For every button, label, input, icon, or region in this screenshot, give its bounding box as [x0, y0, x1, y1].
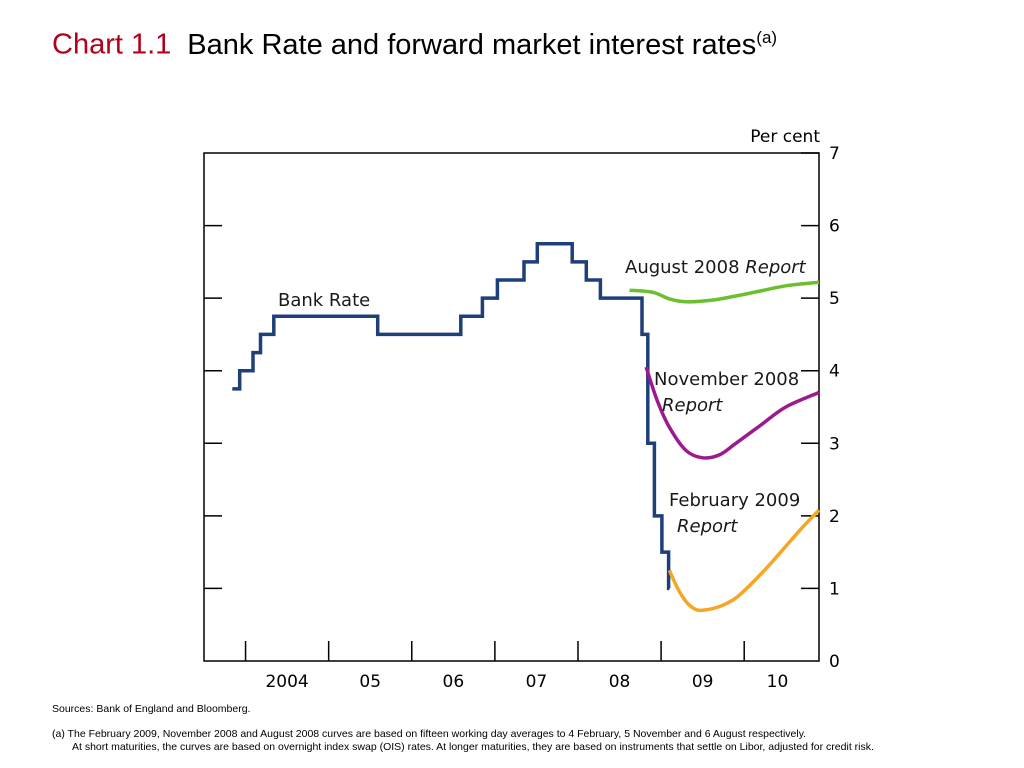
title-footnote-mark: (a): [756, 28, 778, 47]
x-tick-label: 09: [692, 672, 714, 692]
series-annotation-february-2009-report: Report: [677, 516, 738, 537]
series-annotation-november-2008-report: Report: [662, 395, 723, 416]
y-tick-label: 6: [829, 217, 840, 237]
chart-title: Chart 1.1 Bank Rate and forward market in…: [52, 28, 777, 62]
y-tick-label: 2: [829, 507, 840, 527]
y-axis-label: Per cent: [750, 127, 820, 147]
y-tick-label: 5: [829, 289, 840, 309]
series-line-february-2009-report: [667, 508, 821, 613]
x-tick-label: 06: [443, 672, 465, 692]
series-annotation-november-2008-report: November 2008: [654, 369, 799, 390]
footer-sources: Sources: Bank of England and Bloomberg.: [52, 703, 251, 715]
y-tick-label: 4: [829, 362, 840, 382]
x-tick-label: 2004: [265, 672, 308, 692]
x-tick-label: 05: [359, 672, 381, 692]
series-annotation-february-2009-report: February 2009: [669, 490, 800, 511]
series-annotation-august-2008-report: August 2008 Report: [625, 257, 807, 278]
plot-frame: [203, 152, 820, 662]
footer-note-line2: At short maturities, the curves are base…: [72, 741, 874, 753]
x-tick-label: 08: [609, 672, 631, 692]
series-line-bank-rate: [232, 241, 671, 591]
x-tick-label: 07: [526, 672, 548, 692]
y-tick-label: 0: [829, 652, 840, 672]
y-tick-label: 7: [829, 144, 840, 164]
chart-number: Chart 1.1: [52, 28, 172, 61]
chart-title-text: Bank Rate and forward market interest ra…: [187, 28, 757, 61]
series-line-august-2008-report: [629, 280, 820, 304]
y-tick-label: 1: [829, 579, 840, 599]
footer-note-line1: (a) The February 2009, November 2008 and…: [52, 728, 807, 740]
series-line-november-2008-report: [644, 366, 820, 460]
x-tick-label: 10: [767, 672, 789, 692]
y-tick-label: 3: [829, 434, 840, 454]
series-annotation-bank-rate: Bank Rate: [278, 290, 370, 311]
